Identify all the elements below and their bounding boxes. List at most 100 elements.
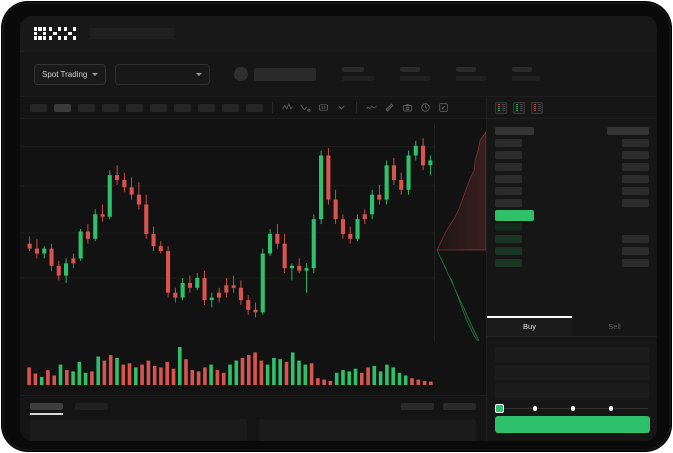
orderbook-col-amount bbox=[495, 127, 534, 135]
indicator-icon[interactable] bbox=[282, 102, 293, 113]
slider-marker-75[interactable] bbox=[609, 406, 614, 411]
orderbook-amount bbox=[495, 187, 522, 195]
search-input[interactable] bbox=[90, 28, 174, 39]
bottom-card-0[interactable] bbox=[30, 419, 247, 441]
orderbook-row-ask[interactable] bbox=[495, 173, 649, 185]
orderbook-price bbox=[622, 175, 649, 183]
market-stat-value bbox=[400, 76, 431, 81]
fullscreen-icon[interactable] bbox=[438, 102, 449, 113]
trading-mode-select[interactable]: Spot Trading bbox=[34, 63, 107, 85]
candlestick-svg bbox=[20, 138, 434, 318]
chevron-down-icon bbox=[196, 72, 203, 76]
orderbook-row-ask[interactable] bbox=[495, 149, 649, 161]
orderbook-amount bbox=[495, 259, 522, 267]
timeframe-button-5[interactable] bbox=[150, 103, 167, 112]
market-stat-value bbox=[342, 76, 375, 81]
slider-marker-50[interactable] bbox=[571, 406, 576, 411]
market-stat-label bbox=[342, 67, 365, 72]
volume-histogram bbox=[27, 347, 433, 385]
market-stat-0 bbox=[342, 67, 375, 81]
orderbook-price bbox=[622, 235, 649, 243]
timeframe-button-9[interactable] bbox=[246, 103, 263, 112]
okx-logo-glyph-x bbox=[64, 27, 76, 40]
bottom-tab-0[interactable] bbox=[30, 402, 63, 410]
toolbar-divider bbox=[272, 102, 273, 113]
orderbook-asks-icon[interactable] bbox=[531, 101, 543, 114]
orderbook-amount bbox=[495, 163, 522, 171]
tab-sell-label: Sell bbox=[608, 322, 621, 331]
chevron-down-icon bbox=[92, 72, 99, 76]
slider-marker-25[interactable] bbox=[533, 406, 538, 411]
slider-handle[interactable] bbox=[495, 404, 504, 413]
order-field-0[interactable] bbox=[495, 347, 649, 362]
price-chart-panel[interactable] bbox=[20, 119, 486, 356]
okx-logo[interactable] bbox=[34, 27, 76, 40]
pair-select[interactable] bbox=[115, 63, 211, 85]
bottom-panel bbox=[20, 395, 486, 441]
submit-order-button[interactable] bbox=[495, 416, 650, 433]
depth-chart bbox=[434, 124, 486, 356]
orderbook-row-bid[interactable] bbox=[495, 233, 649, 245]
template-icon[interactable] bbox=[318, 102, 329, 113]
last-price bbox=[254, 67, 317, 81]
orderbook-bids-icon[interactable] bbox=[513, 101, 525, 114]
timeframe-button-6[interactable] bbox=[174, 103, 191, 112]
okx-logo-glyph-o bbox=[34, 27, 46, 40]
timeframe-button-8[interactable] bbox=[222, 103, 239, 112]
market-stat-value bbox=[456, 76, 487, 81]
orderbook-amount bbox=[495, 223, 522, 231]
toolbar-divider bbox=[356, 102, 357, 113]
bottom-tab-bar bbox=[20, 396, 486, 416]
orderbook-row-bid[interactable] bbox=[495, 257, 649, 269]
quantity-slider[interactable] bbox=[495, 404, 650, 413]
coin-avatar bbox=[234, 67, 249, 81]
timeframe-button-2[interactable] bbox=[78, 103, 95, 112]
order-field-2[interactable] bbox=[495, 383, 649, 398]
orderbook-row-ask[interactable] bbox=[495, 185, 649, 197]
order-field-1[interactable] bbox=[495, 365, 649, 380]
bottom-actions bbox=[401, 402, 476, 410]
timeframe-button-3[interactable] bbox=[102, 103, 119, 112]
orderbook-row-ask[interactable] bbox=[495, 197, 649, 209]
orderbook-spread-row[interactable] bbox=[495, 209, 649, 221]
market-stat-value bbox=[512, 76, 541, 81]
timeframe-button-0[interactable] bbox=[30, 103, 47, 112]
bottom-tab-1[interactable] bbox=[75, 402, 108, 410]
camera-icon[interactable] bbox=[402, 102, 413, 113]
line-chart-icon[interactable] bbox=[366, 102, 377, 113]
tab-buy[interactable]: Buy bbox=[487, 316, 572, 336]
orderbook-price bbox=[622, 247, 649, 255]
market-stat-1 bbox=[400, 67, 431, 81]
orderbook-row-bid[interactable] bbox=[495, 221, 649, 233]
volume-panel bbox=[20, 341, 486, 395]
right-sidebar: Buy Sell bbox=[486, 97, 657, 441]
bottom-action-1[interactable] bbox=[443, 402, 476, 410]
timeframe-button-7[interactable] bbox=[198, 103, 215, 112]
orderbook[interactable] bbox=[487, 119, 657, 269]
bottom-cards bbox=[20, 416, 486, 441]
tab-buy-label: Buy bbox=[523, 322, 536, 331]
orderbook-row-bid[interactable] bbox=[495, 245, 649, 257]
market-stat-2 bbox=[456, 67, 487, 81]
chevron-down-icon[interactable] bbox=[336, 102, 347, 113]
undo-icon[interactable] bbox=[420, 102, 431, 113]
tab-sell[interactable]: Sell bbox=[572, 317, 657, 336]
orderbook-row-ask[interactable] bbox=[495, 161, 649, 173]
order-form bbox=[487, 347, 657, 401]
screen: Spot Trading bbox=[20, 16, 657, 441]
current-price-highlight bbox=[495, 209, 534, 221]
compare-icon[interactable] bbox=[300, 102, 311, 113]
bottom-card-1[interactable] bbox=[259, 419, 476, 441]
chart-toolbar bbox=[20, 97, 486, 119]
candlestick-chart[interactable] bbox=[20, 119, 486, 341]
timeframe-button-1[interactable] bbox=[54, 103, 71, 112]
bottom-action-0[interactable] bbox=[401, 402, 434, 410]
orderbook-both-icon[interactable] bbox=[495, 101, 507, 114]
orderbook-price bbox=[622, 223, 649, 231]
orderbook-row-ask[interactable] bbox=[495, 137, 649, 149]
ruler-icon[interactable] bbox=[384, 102, 395, 113]
orderbook-col-price bbox=[607, 127, 649, 135]
timeframe-button-4[interactable] bbox=[126, 103, 143, 112]
active-tab-indicator bbox=[30, 413, 63, 415]
orderbook-amount bbox=[495, 235, 522, 243]
